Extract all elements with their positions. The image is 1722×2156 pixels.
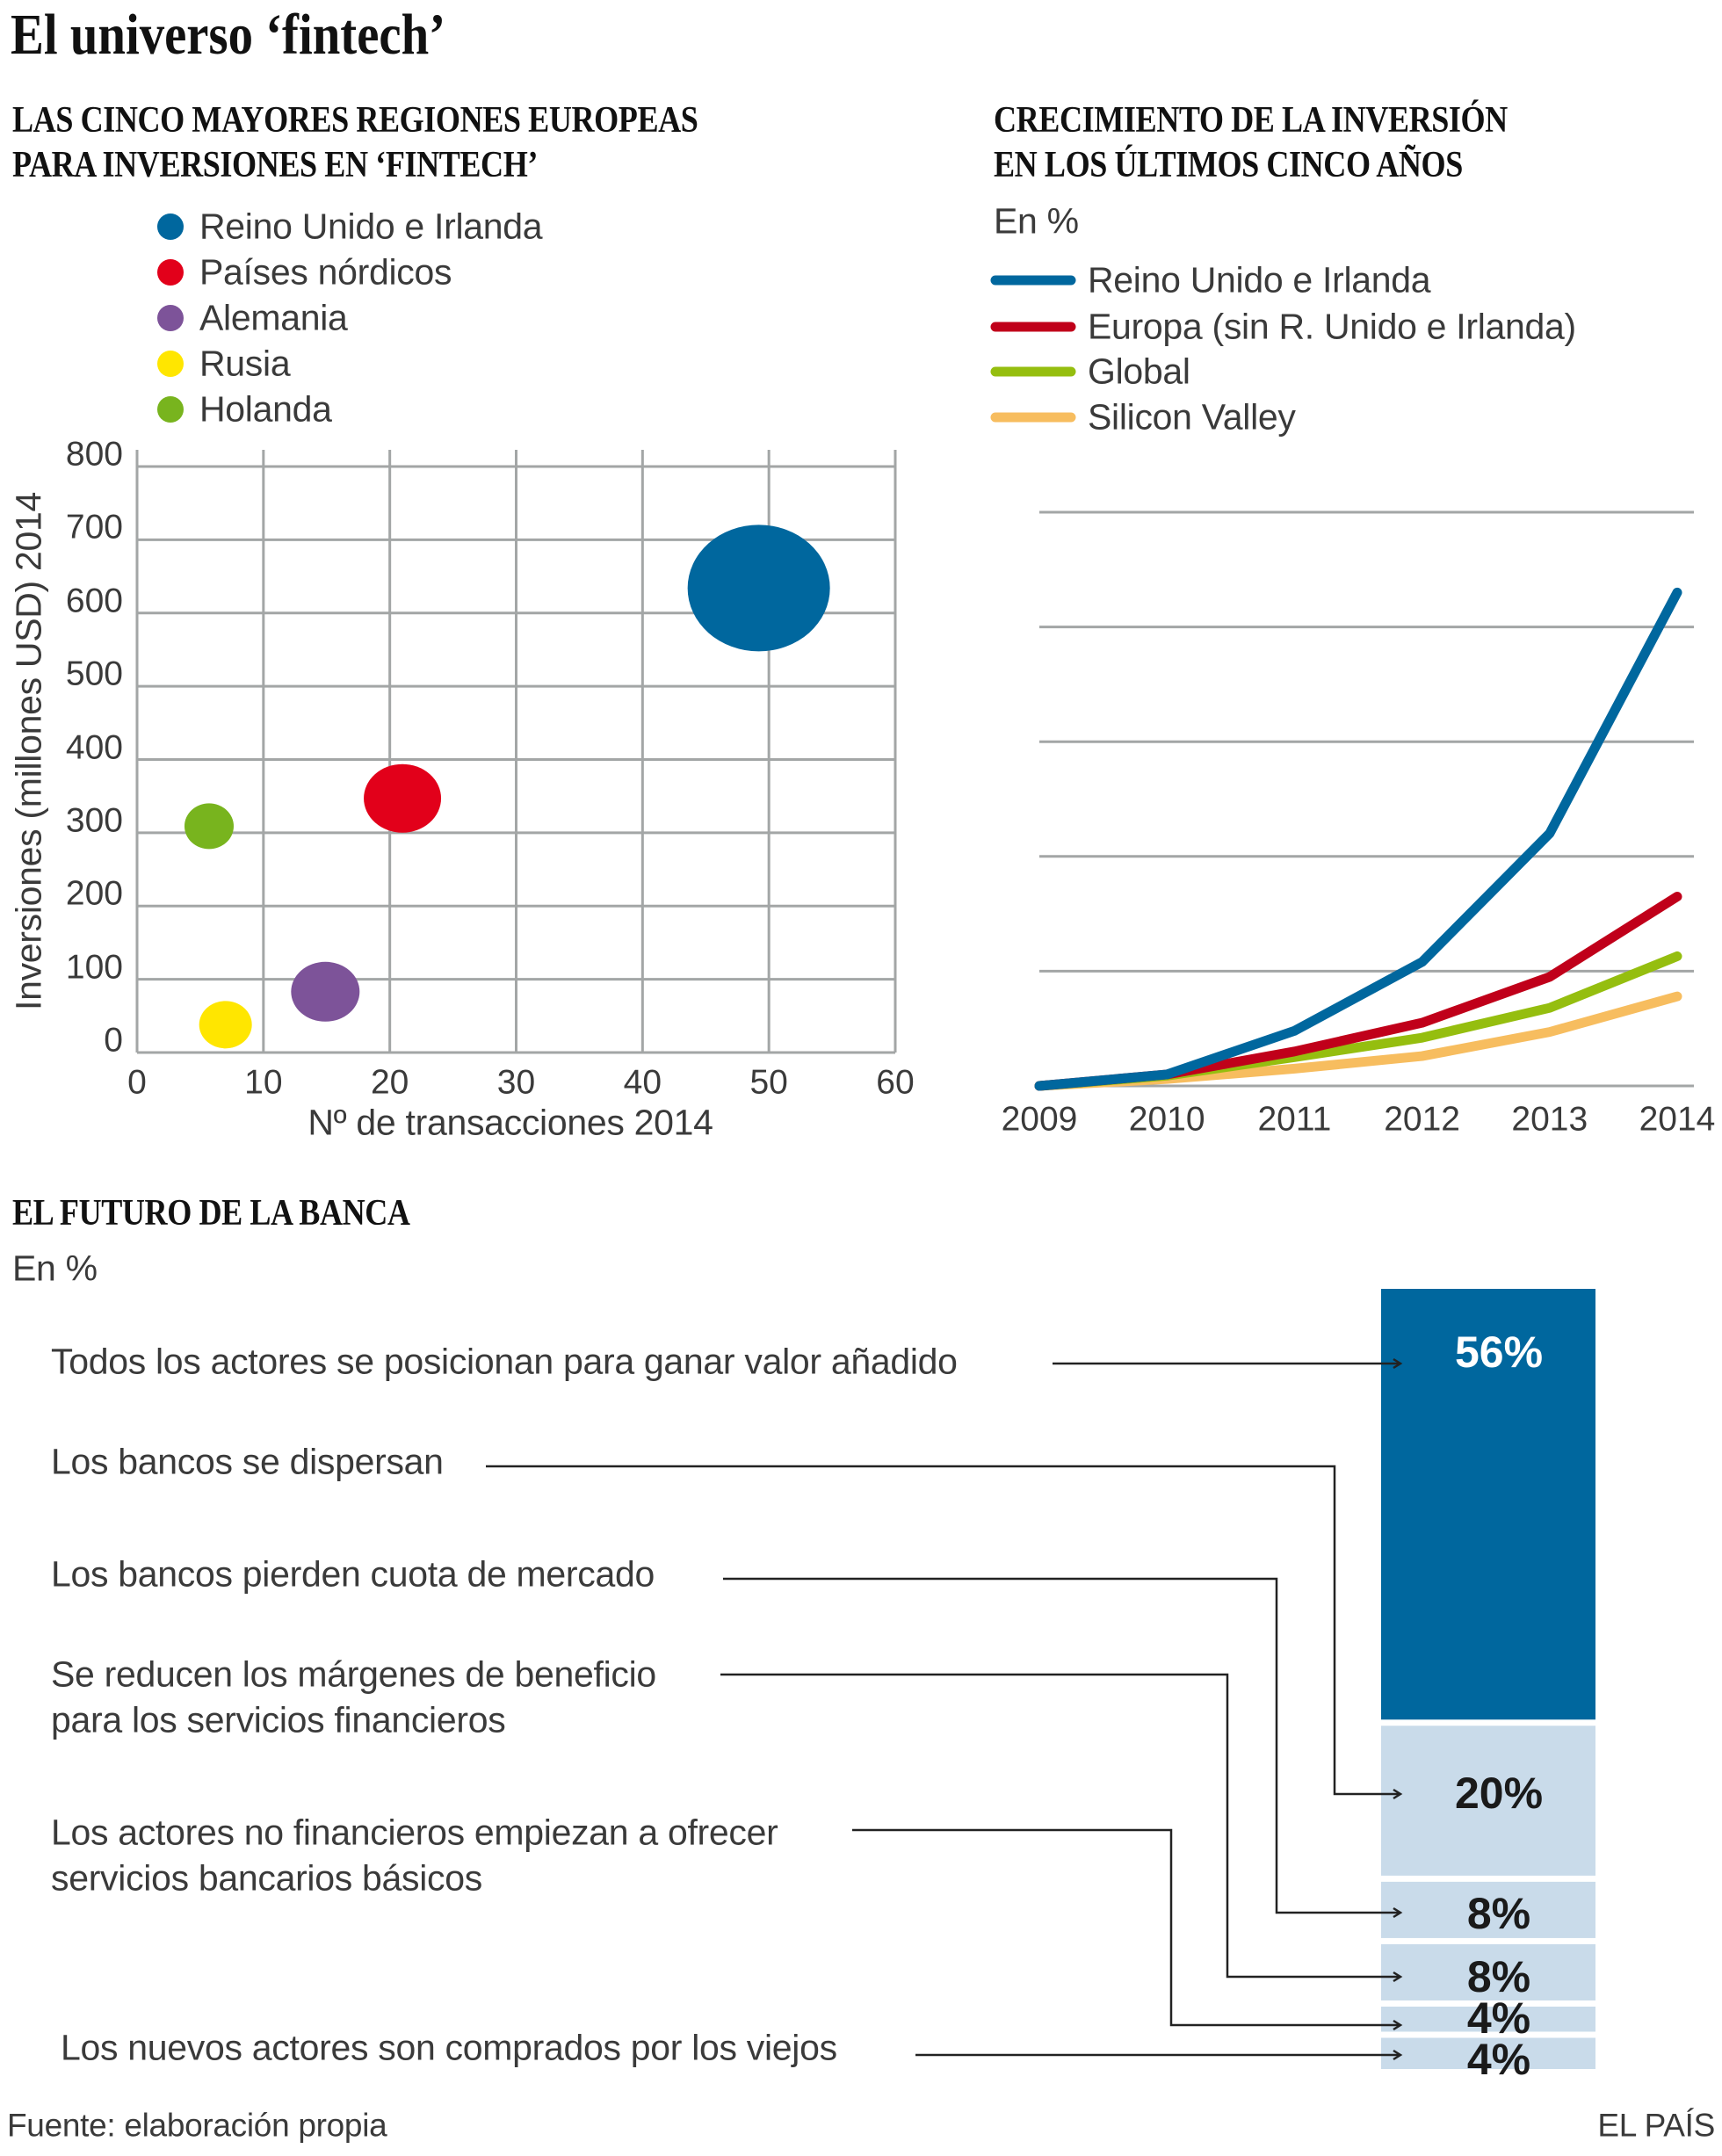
- bar-value-label: 8%: [1466, 1952, 1531, 2001]
- bar-value-label: 56%: [1454, 1328, 1544, 1377]
- line-x-tick-label: 2014: [1639, 1100, 1716, 1139]
- bubble-x-tick-label: 0: [127, 1063, 147, 1102]
- arrow-icon: [1393, 1906, 1403, 1919]
- bubble-chart-x-axis-label: Nº de transacciones 2014: [308, 1102, 713, 1143]
- bar-value-label: 8%: [1466, 1889, 1531, 1938]
- bubble-legend-label: Alemania: [199, 297, 348, 338]
- bubble-x-tick-label: 10: [244, 1063, 283, 1102]
- bubble-2: [291, 961, 360, 1022]
- brand-logo: EL PAÍS: [1597, 2107, 1715, 2144]
- legend-dot-icon: [157, 305, 184, 331]
- arrow-icon: [1393, 2049, 1403, 2061]
- bank-chart-heading: EL FUTURO DE LA BANCA: [12, 1193, 410, 1234]
- line-x-tick-label: 2009: [1001, 1100, 1078, 1139]
- bubble-chart-marks: [184, 525, 830, 1049]
- arrow-icon: [1393, 1971, 1403, 1983]
- bank-category-label: Los bancos pierden cuota de mercado: [51, 1553, 655, 1595]
- bar-segment-0: [1381, 1289, 1595, 1720]
- bubble-chart-heading-line1: LAS CINCO MAYORES REGIONES EUROPEAS: [12, 100, 698, 141]
- bubble-y-tick-label: 400: [65, 728, 123, 766]
- bubble-legend-label: Rusia: [199, 343, 291, 384]
- bar-value-label: 4%: [1466, 1993, 1531, 2043]
- line-series-0: [1034, 587, 1682, 1091]
- bank-category-label: para los servicios financieros: [51, 1699, 506, 1740]
- bubble-1: [364, 763, 442, 833]
- connector-line-2: [723, 1577, 1400, 1914]
- connector-line-3: [720, 1673, 1400, 1979]
- bank-category-label: servicios bancarios básicos: [51, 1857, 482, 1899]
- line-chart-heading-line2: EN LOS ÚLTIMOS CINCO AÑOS: [994, 145, 1463, 185]
- legend-swatches: [157, 213, 1076, 423]
- bubble-3: [199, 1001, 252, 1049]
- bubble-y-tick-label: 100: [65, 948, 123, 987]
- bank-category-label: Todos los actores se posicionan para gan…: [51, 1341, 958, 1382]
- line-legend-label: Europa (sin R. Unido e Irlanda): [1088, 306, 1576, 347]
- bubble-x-tick-label: 30: [496, 1063, 536, 1102]
- line-legend-label: Global: [1088, 351, 1190, 392]
- bubble-y-tick-label: 500: [65, 655, 123, 693]
- bank-category-label: Se reducen los márgenes de beneficio: [51, 1653, 656, 1695]
- line-x-tick-label: 2013: [1511, 1100, 1588, 1139]
- bubble-4: [184, 803, 234, 850]
- bubble-legend-label: Holanda: [199, 388, 332, 430]
- bar-segment-4: [1381, 2006, 1595, 2032]
- connector-line-1: [486, 1465, 1400, 1796]
- bubble-y-tick-label: 600: [65, 582, 123, 620]
- bar-segment-3: [1381, 1943, 1595, 2000]
- bank-category-label: Los actores no financieros empiezan a of…: [51, 1812, 778, 1853]
- bubble-y-tick-label: 200: [65, 874, 123, 913]
- line-chart-marks: [1034, 587, 1682, 1091]
- line-chart-unit: En %: [994, 200, 1079, 242]
- bubble-x-tick-label: 60: [876, 1063, 915, 1102]
- bubble-y-tick-label: 700: [65, 508, 123, 546]
- bubble-x-tick-label: 40: [623, 1063, 662, 1102]
- bubble-0: [687, 525, 830, 652]
- line-x-tick-label: 2012: [1384, 1100, 1460, 1139]
- line-chart-heading-line1: CRECIMIENTO DE LA INVERSIÓN: [994, 100, 1508, 141]
- line-x-tick-label: 2010: [1128, 1100, 1205, 1139]
- line-x-tick-label: 2011: [1257, 1100, 1332, 1139]
- bubble-chart-y-axis-label: Inversiones (millones USD) 2014: [8, 491, 49, 1011]
- bar-value-label: 4%: [1466, 2035, 1531, 2084]
- bank-category-label: Los nuevos actores son comprados por los…: [61, 2027, 837, 2068]
- line-chart-grid: [1039, 510, 1694, 1088]
- bubble-y-tick-label: 800: [65, 435, 123, 474]
- arrow-icon: [1393, 1788, 1403, 1800]
- bubble-y-tick-label: 300: [65, 801, 123, 840]
- source-note: Fuente: elaboración propia: [7, 2107, 387, 2144]
- bar-segment-1: [1381, 1726, 1595, 1876]
- arrow-icon: [1393, 2019, 1403, 2031]
- legend-dot-icon: [157, 396, 184, 423]
- bar-segment-2: [1381, 1881, 1595, 1938]
- legend-dot-icon: [157, 351, 184, 377]
- bubble-x-tick-label: 20: [370, 1063, 409, 1102]
- bubble-legend-label: Reino Unido e Irlanda: [199, 206, 543, 247]
- legend-dot-icon: [157, 259, 184, 286]
- page-title: El universo ‘fintech’: [11, 3, 446, 67]
- line-legend-label: Reino Unido e Irlanda: [1088, 259, 1431, 300]
- legend-dot-icon: [157, 213, 184, 240]
- bank-chart-marks: [486, 1289, 1595, 2069]
- bank-category-label: Los bancos se dispersan: [51, 1441, 444, 1482]
- bubble-chart-heading-line2: PARA INVERSIONES EN ‘FINTECH’: [12, 145, 538, 185]
- bank-chart-unit: En %: [12, 1248, 98, 1289]
- connector-line-4: [852, 1828, 1400, 2027]
- bar-segment-5: [1381, 2037, 1595, 2069]
- bubble-x-tick-label: 50: [749, 1063, 788, 1102]
- bubble-y-tick-label: 0: [104, 1021, 123, 1060]
- line-legend-label: Silicon Valley: [1088, 396, 1296, 438]
- bar-value-label: 20%: [1454, 1769, 1544, 1818]
- arrow-icon: [1393, 1357, 1403, 1370]
- bubble-legend-label: Países nórdicos: [199, 251, 452, 293]
- bubble-chart-grid: [135, 450, 897, 1054]
